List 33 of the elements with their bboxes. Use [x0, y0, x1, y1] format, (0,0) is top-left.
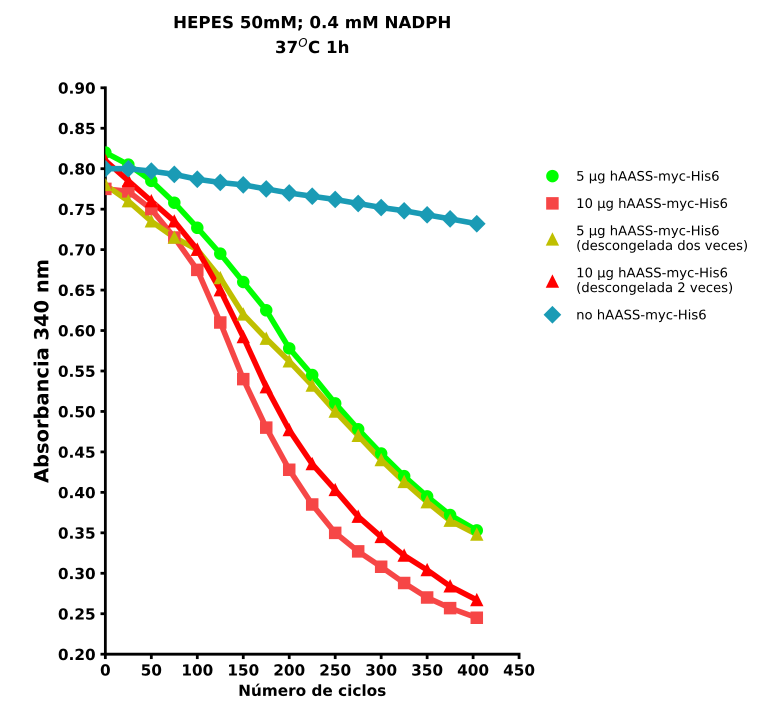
- y-tick-label: 0.25: [58, 608, 95, 620]
- y-tick-label: 0.60: [58, 325, 95, 337]
- y-tick-label: 0.65: [58, 284, 95, 296]
- y-tick-label: 0.45: [58, 446, 95, 458]
- y-tick-label: 0.20: [58, 648, 95, 660]
- x-tick-label: 50: [142, 664, 162, 676]
- legend-label: 5 µg hAASS-myc-His6: [577, 170, 719, 184]
- y-tick-label: 0.90: [58, 82, 95, 94]
- legend-label: no hAASS-myc-His6: [577, 309, 706, 322]
- x-tick-label: 400: [458, 664, 488, 676]
- y-tick-label: 0.75: [58, 204, 95, 216]
- y-tick-label: 0.30: [58, 568, 95, 580]
- y-tick-label: 0.40: [58, 486, 95, 498]
- x-tick-label: 300: [366, 664, 396, 676]
- y-tick-label: 0.35: [58, 527, 95, 539]
- x-axis-title: Número de ciclos: [240, 684, 386, 696]
- x-tick-label: 150: [229, 664, 258, 676]
- legend-label: 10 µg hAASS-myc-His6: [578, 198, 728, 211]
- x-tick-label: 350: [412, 664, 442, 676]
- legend-label: 5 µg hAASS-myc-His6 (descongelada dos veces): [577, 225, 747, 253]
- y-tick-label: 0.85: [58, 122, 95, 134]
- x-tick-label: 0: [100, 664, 110, 676]
- x-tick-label: 200: [274, 664, 304, 676]
- x-tick-label: 450: [504, 664, 534, 676]
- y-tick-label: 0.50: [58, 406, 95, 418]
- y-tick-label: 0.55: [58, 365, 95, 378]
- y-axis-title: Absorbancia 340 nm: [34, 260, 49, 483]
- y-tick-label: 0.70: [58, 244, 95, 256]
- legend-label: 10 µg hAASS-myc-His6 (descongelada 2 veces): [577, 267, 732, 295]
- chart-title: HEPES 50mM; 0.4 mM NADPH 37$^{O}$C 1h: [174, 16, 450, 54]
- x-tick-label: 100: [183, 664, 213, 676]
- x-tick-label: 250: [320, 664, 350, 676]
- y-tick-label: 0.80: [58, 163, 95, 175]
